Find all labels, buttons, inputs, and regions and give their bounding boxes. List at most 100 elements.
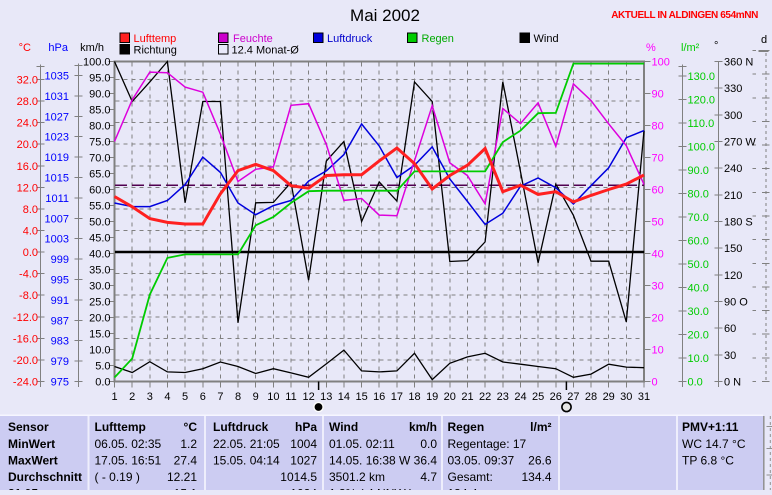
svg-text:12.0: 12.0 — [17, 182, 38, 194]
svg-text:240: 240 — [724, 163, 742, 175]
svg-text:Lufttemp: Lufttemp — [134, 33, 177, 45]
svg-text:1014.5: 1014.5 — [280, 470, 317, 484]
svg-text:27.4: 27.4 — [174, 454, 198, 468]
svg-text:1011: 1011 — [45, 193, 69, 205]
svg-text:40.0: 40.0 — [89, 249, 110, 261]
svg-text:1019: 1019 — [45, 152, 69, 164]
svg-text:km/h: km/h — [409, 420, 437, 434]
svg-text:100.0: 100.0 — [688, 142, 716, 154]
svg-text:Luftdruck: Luftdruck — [213, 420, 269, 434]
svg-text:360 N: 360 N — [724, 57, 753, 69]
svg-text:60: 60 — [652, 185, 664, 197]
svg-text:hPa: hPa — [48, 42, 68, 54]
svg-text:26: 26 — [550, 391, 562, 403]
svg-text:24.0: 24.0 — [17, 118, 38, 130]
svg-text:15: 15 — [355, 391, 367, 403]
svg-text:55.0: 55.0 — [89, 201, 110, 213]
svg-text:32.0: 32.0 — [17, 75, 38, 87]
svg-text:hPa: hPa — [295, 420, 317, 434]
svg-text:°: ° — [714, 40, 718, 52]
svg-text:25.0: 25.0 — [89, 297, 110, 309]
svg-text:983: 983 — [51, 336, 69, 348]
svg-text:27: 27 — [567, 391, 579, 403]
svg-text:1007: 1007 — [45, 213, 69, 225]
svg-text:1004: 1004 — [290, 437, 317, 451]
svg-text:15.0: 15.0 — [89, 329, 110, 341]
svg-text:50.0: 50.0 — [688, 259, 709, 271]
svg-text:130.0: 130.0 — [688, 71, 716, 83]
svg-text:21.05: 21.05 — [8, 486, 38, 490]
svg-text:Lufttemp: Lufttemp — [95, 420, 146, 434]
svg-text:330: 330 — [724, 83, 742, 95]
svg-text:MinWert: MinWert — [8, 437, 55, 451]
svg-text:80: 80 — [652, 121, 664, 133]
svg-text:30: 30 — [652, 281, 664, 293]
svg-text:d: d — [761, 34, 767, 46]
svg-text:1015: 1015 — [45, 173, 69, 185]
svg-text:100.0: 100.0 — [83, 57, 111, 69]
svg-text:18: 18 — [408, 391, 420, 403]
svg-text:134.4: 134.4 — [448, 486, 478, 490]
svg-text:-20.0: -20.0 — [13, 355, 38, 367]
svg-text:6: 6 — [200, 391, 206, 403]
svg-text:35.0: 35.0 — [89, 265, 110, 277]
svg-text:29: 29 — [603, 391, 615, 403]
svg-text:60.0: 60.0 — [688, 236, 709, 248]
svg-text:°C: °C — [184, 420, 198, 434]
svg-text:10.0: 10.0 — [89, 345, 110, 357]
svg-text:17.05. 16:51: 17.05. 16:51 — [95, 454, 162, 468]
svg-text:5.0: 5.0 — [95, 361, 110, 373]
svg-text:0.0: 0.0 — [95, 377, 110, 389]
svg-text:9: 9 — [253, 391, 259, 403]
svg-text:20.0: 20.0 — [89, 313, 110, 325]
svg-text:AKTUELL IN ALDINGEN 654mNN: AKTUELL IN ALDINGEN 654mNN — [611, 10, 758, 21]
svg-text:TP 6.8 °C: TP 6.8 °C — [682, 454, 734, 468]
svg-text:0 N: 0 N — [724, 377, 741, 389]
svg-text:26.6: 26.6 — [528, 454, 552, 468]
svg-text:1027: 1027 — [290, 454, 317, 468]
svg-text:40: 40 — [652, 249, 664, 261]
svg-text:30: 30 — [724, 350, 736, 362]
svg-text:120: 120 — [724, 270, 742, 282]
svg-text:80.0: 80.0 — [688, 189, 709, 201]
svg-text:30: 30 — [620, 391, 632, 403]
svg-text:60.0: 60.0 — [89, 185, 110, 197]
svg-text:3501.2 km: 3501.2 km — [329, 470, 385, 484]
svg-text:12.4 Monat-Ø: 12.4 Monat-Ø — [232, 45, 300, 57]
svg-text:Regen: Regen — [448, 420, 485, 434]
svg-text:l/m²: l/m² — [530, 420, 551, 434]
svg-text:11: 11 — [285, 391, 296, 403]
svg-text:999: 999 — [51, 254, 69, 266]
svg-text:Wind: Wind — [534, 33, 559, 45]
svg-text:1024: 1024 — [290, 486, 317, 490]
svg-text:03.05. 09:37: 03.05. 09:37 — [448, 454, 515, 468]
svg-text:70: 70 — [652, 153, 664, 165]
svg-text:°C: °C — [19, 42, 31, 54]
svg-text:1035: 1035 — [45, 71, 69, 83]
svg-text:l/m²: l/m² — [681, 42, 700, 54]
svg-text:180 S: 180 S — [724, 217, 753, 229]
svg-text:24: 24 — [514, 391, 526, 403]
svg-text:( - 0.19 ): ( - 0.19 ) — [95, 470, 140, 484]
svg-text:270 W: 270 W — [724, 137, 756, 149]
svg-text:991: 991 — [51, 295, 69, 307]
svg-text:0: 0 — [652, 377, 658, 389]
svg-text:1.3% ( 4 NNW ): 1.3% ( 4 NNW ) — [329, 486, 413, 490]
svg-text:979: 979 — [51, 356, 69, 368]
svg-text:0.0: 0.0 — [420, 437, 437, 451]
svg-text:-16.0: -16.0 — [13, 333, 38, 345]
svg-text:22: 22 — [479, 391, 491, 403]
svg-text:134.4: 134.4 — [521, 470, 551, 484]
svg-text:995: 995 — [51, 275, 69, 287]
svg-text:70.0: 70.0 — [688, 212, 709, 224]
svg-text:2: 2 — [129, 391, 135, 403]
svg-text:30.0: 30.0 — [688, 306, 709, 318]
svg-text:95.0: 95.0 — [89, 73, 110, 85]
svg-text:90.0: 90.0 — [89, 89, 110, 101]
svg-text:Wind: Wind — [329, 420, 358, 434]
svg-text:Richtung: Richtung — [134, 45, 177, 57]
svg-text:80.0: 80.0 — [89, 121, 110, 133]
svg-text:5: 5 — [182, 391, 188, 403]
svg-text:10: 10 — [267, 391, 279, 403]
svg-text:3: 3 — [147, 391, 153, 403]
